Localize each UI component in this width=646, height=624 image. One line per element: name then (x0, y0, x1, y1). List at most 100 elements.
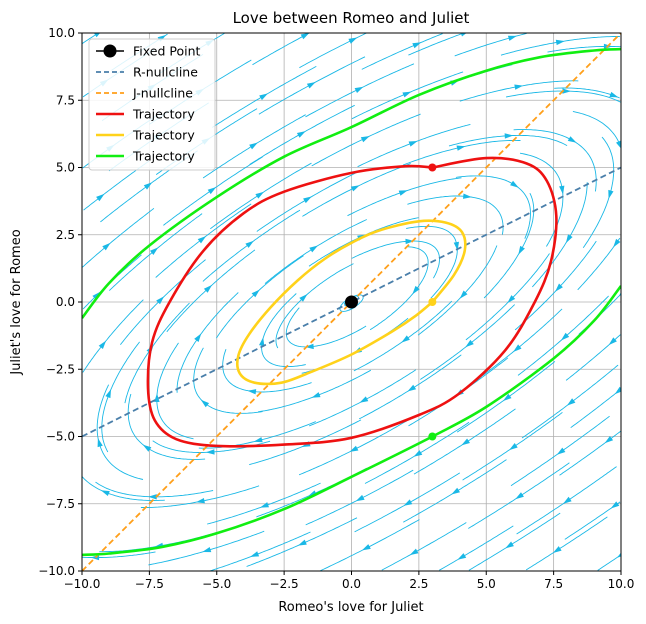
legend-item-r-nullcline: R-nullcline (96, 65, 198, 80)
fixed-point-layer (345, 295, 358, 309)
streamline-arrow (253, 437, 263, 443)
streamline-arrow (412, 285, 420, 295)
streamline-arrow (562, 88, 571, 94)
streamline-arrow (560, 332, 570, 341)
streamline-arrow (207, 187, 217, 195)
streamline-arrow (403, 499, 413, 506)
trajectory-red-start-point (428, 163, 437, 172)
streamline-arrow (194, 333, 202, 342)
streamline-arrow (354, 86, 364, 93)
x-tick-label: −10.0 (64, 577, 101, 591)
streamline-arrow (405, 238, 415, 245)
streamline (408, 33, 465, 56)
streamline-arrow (359, 396, 369, 403)
streamline-arrow (311, 392, 321, 398)
streamline-arrow (555, 39, 565, 46)
legend-label-r-nullcline: R-nullcline (133, 65, 198, 80)
y-tick-label: 0.0 (56, 295, 75, 309)
streamline-arrow (610, 501, 620, 509)
streamline-arrow (565, 234, 573, 244)
x-tick-label: 0.0 (342, 577, 361, 591)
streamline-arrow (297, 539, 307, 546)
y-tick-label: 10.0 (48, 26, 75, 40)
streamline-arrow (296, 131, 306, 138)
streamline-arrow (202, 547, 212, 553)
streamline (252, 33, 310, 66)
streamline-arrow (618, 291, 621, 297)
streamline-arrow (518, 245, 525, 255)
streamline-arrow (154, 393, 160, 402)
streamline-arrow (513, 344, 522, 352)
streamline (570, 389, 621, 429)
streamline (209, 531, 311, 571)
streamline-arrow (205, 449, 215, 455)
streamline-arrow (609, 91, 619, 98)
trajectory-red-curve (146, 156, 558, 448)
streamline (439, 525, 514, 571)
streamline-arrow (451, 487, 460, 495)
streamline (525, 516, 608, 571)
streamline-arrow (259, 93, 268, 101)
streamline-arrow (348, 37, 358, 44)
y-axis-label: Juliet's love for Romeo (9, 229, 24, 375)
streamline-arrow (355, 494, 365, 502)
streamline-arrow (515, 492, 524, 500)
y-tick-label: −2.5 (46, 362, 75, 376)
streamline-arrow (555, 283, 563, 292)
legend-item-fixed-point: Fixed Point (96, 44, 201, 59)
streamline-arrow (150, 247, 159, 255)
streamline-arrow (613, 238, 621, 248)
streamline-arrow (413, 450, 423, 457)
streamline (82, 476, 165, 501)
streamline-arrow (507, 35, 517, 41)
streamline-arrow (303, 196, 312, 204)
streamline (82, 299, 144, 373)
streamline-arrow (93, 33, 101, 38)
streamline-arrow (412, 42, 422, 49)
legend-label-fixed-point: Fixed Point (133, 44, 201, 59)
streamline-arrow (255, 191, 265, 199)
trajectory-green-curve (82, 285, 621, 557)
streamline (82, 208, 155, 268)
trajectory-green-curve-upper (82, 47, 621, 319)
streamline-arrow (260, 502, 269, 508)
streamline-arrow (349, 445, 359, 452)
streamline-arrow (409, 548, 419, 556)
streamline-arrow (398, 190, 408, 196)
streamline-arrow (197, 236, 207, 244)
streamline-arrow (305, 343, 314, 350)
x-tick-label: 5.0 (477, 577, 496, 591)
streamline-arrow (616, 552, 621, 558)
streamline (319, 519, 420, 571)
y-tick-label: 5.0 (56, 161, 75, 175)
streamline-arrow (461, 438, 470, 446)
streamline-arrow (251, 289, 260, 298)
legend-marker-fixed-point (103, 44, 117, 58)
streamline-arrow (350, 185, 360, 192)
x-axis-ticks: −10.0 −7.5 −5.0 −2.5 0.0 2.5 5.0 7.5 10.0 (64, 571, 634, 591)
streamline-arrow (306, 82, 316, 89)
streamline-arrow (616, 140, 621, 149)
y-tick-label: −10.0 (38, 564, 75, 578)
legend-label-trajectory-yellow: Trajectory (132, 128, 195, 143)
streamline-arrow (98, 340, 107, 349)
streamline-arrow (143, 182, 153, 190)
streamline-arrow (507, 295, 516, 304)
streamline-arrow (100, 490, 110, 496)
streamline-arrow (250, 551, 260, 557)
streamline-arrow (299, 294, 308, 302)
streamline-arrow (259, 337, 265, 347)
streamline (381, 522, 467, 571)
y-tick-label: −5.0 (46, 430, 75, 444)
streamline-arrow (156, 296, 165, 305)
r-nullcline-line (82, 166, 621, 438)
streamline-arrow (514, 84, 524, 90)
streamline-arrow (195, 498, 205, 504)
streamline-arrow (360, 136, 370, 143)
legend-label-trajectory-red: Trajectory (132, 107, 195, 122)
legend: Fixed Point R-nullcline J-nullcline Traj… (88, 38, 216, 171)
chart-title: Love between Romeo and Juliet (233, 9, 470, 27)
streamline-arrow (249, 142, 258, 150)
streamline-arrow (457, 553, 467, 560)
